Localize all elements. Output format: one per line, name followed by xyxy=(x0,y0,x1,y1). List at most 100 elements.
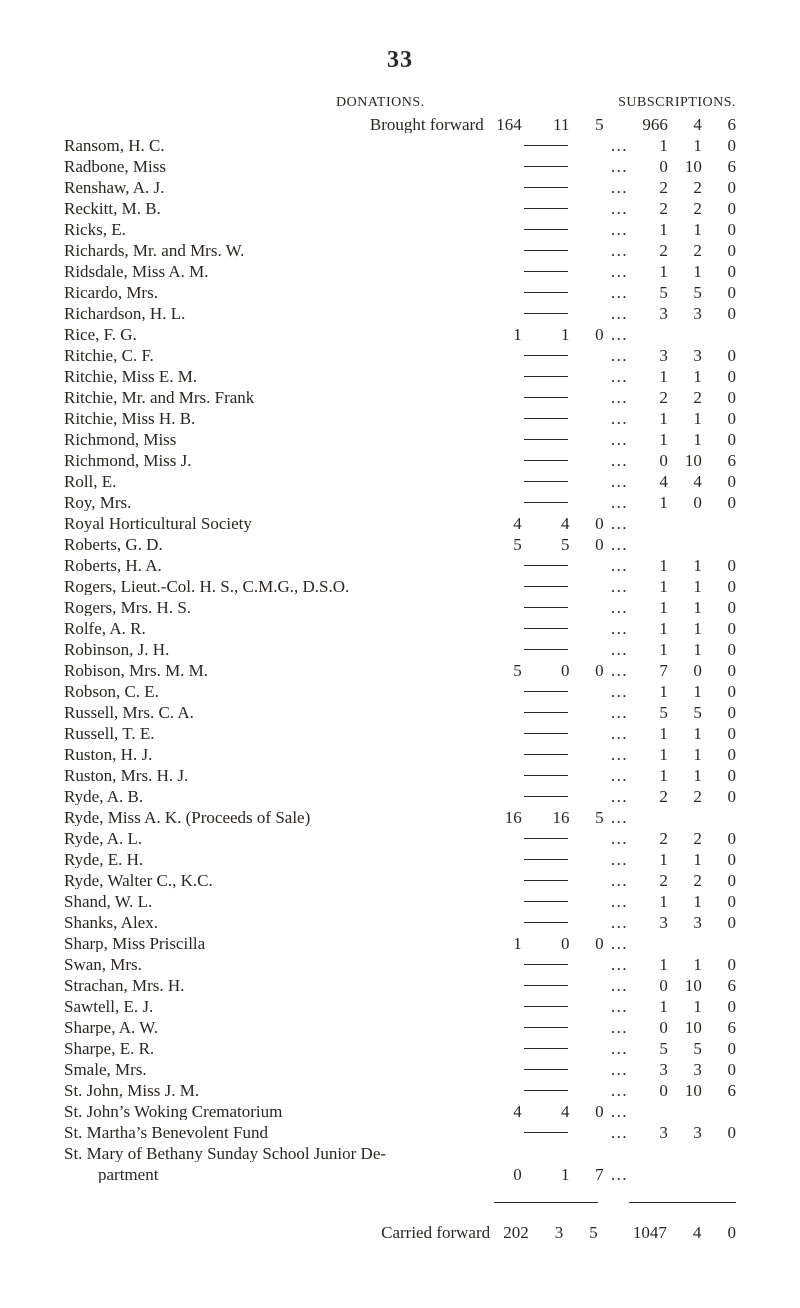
subscription-cell: 0 xyxy=(702,238,736,259)
entry-name: Ryde, Walter C., K.C. xyxy=(64,871,217,889)
em-dash-icon xyxy=(524,166,568,167)
subscription-cell: 0 xyxy=(702,742,736,763)
donation-cell: 0 xyxy=(522,931,570,952)
ledger-row: St. John, Miss J. M.…0106 xyxy=(64,1078,736,1099)
entry-name: Ritchie, Miss E. M. xyxy=(64,367,201,385)
separator-dots: … xyxy=(604,238,634,259)
donation-cell: 7 xyxy=(570,1162,604,1183)
column-headers: DONATIONS. SUBSCRIPTIONS. xyxy=(64,96,736,110)
donation-cell xyxy=(522,889,570,910)
subscription-cell: 2 xyxy=(668,175,702,196)
ledger-row: Roberts, H. A.…110 xyxy=(64,553,736,574)
subscription-cell: 3 xyxy=(634,343,668,364)
donation-cell xyxy=(522,910,570,931)
subscription-cell: 0 xyxy=(702,616,736,637)
subscription-cell: 1 xyxy=(634,574,668,595)
donation-cell xyxy=(570,1078,604,1099)
em-dash-icon xyxy=(524,250,568,251)
donation-cell xyxy=(488,1057,522,1078)
donation-cell xyxy=(522,742,570,763)
entry-name: Reckitt, M. B. xyxy=(64,199,165,217)
brought-forward-label: Brought forward xyxy=(370,115,488,133)
separator-dots: … xyxy=(604,637,634,658)
em-dash-icon xyxy=(524,1006,568,1007)
donation-cell xyxy=(522,574,570,595)
subscription-cell: 1 xyxy=(668,952,702,973)
subscription-cell: 10 xyxy=(668,1078,702,1099)
separator-dots: … xyxy=(604,700,634,721)
subscription-cell: 0 xyxy=(702,1120,736,1141)
separator-dots: … xyxy=(604,280,634,301)
subscription-cell xyxy=(702,805,736,826)
page: 33 DONATIONS. SUBSCRIPTIONS. Brought for… xyxy=(0,0,800,1308)
donation-cell xyxy=(570,910,604,931)
bf-sub-d: 6 xyxy=(702,112,736,133)
donation-cell xyxy=(488,259,522,280)
separator-dots: … xyxy=(604,574,634,595)
donation-cell xyxy=(488,1015,522,1036)
donation-cell xyxy=(522,238,570,259)
entry-name: Ruston, H. J. xyxy=(64,745,156,763)
separator-dots: … xyxy=(604,994,634,1015)
subscription-cell xyxy=(702,322,736,343)
subscription-cell: 1 xyxy=(634,994,668,1015)
em-dash-icon xyxy=(524,376,568,377)
subscription-cell: 1 xyxy=(634,637,668,658)
donation-cell: 0 xyxy=(570,322,604,343)
subscription-cell: 0 xyxy=(702,1057,736,1078)
subscription-cell: 0 xyxy=(702,133,736,154)
subscription-cell: 6 xyxy=(702,1078,736,1099)
ledger-row: St. Martha’s Benevolent Fund…330 xyxy=(64,1120,736,1141)
subscription-cell xyxy=(634,1099,668,1120)
donation-cell: 4 xyxy=(488,511,522,532)
donation-cell xyxy=(522,1057,570,1078)
donation-cell xyxy=(488,784,522,805)
subscription-cell: 0 xyxy=(702,784,736,805)
subscription-cell: 0 xyxy=(702,910,736,931)
donation-cell xyxy=(488,469,522,490)
donation-cell xyxy=(522,952,570,973)
donation-cell: 5 xyxy=(522,532,570,553)
separator-dots: … xyxy=(604,721,634,742)
subscription-cell: 1 xyxy=(668,259,702,280)
donation-cell xyxy=(570,1015,604,1036)
separator-dots: … xyxy=(604,1099,634,1120)
subscription-cell: 10 xyxy=(668,1015,702,1036)
donation-cell xyxy=(570,889,604,910)
subscription-cell: 7 xyxy=(634,658,668,679)
bf-sub-l: 966 xyxy=(634,112,668,133)
entry-name: Rogers, Lieut.-Col. H. S., C.M.G., D.S.O… xyxy=(64,577,353,595)
donation-cell xyxy=(488,343,522,364)
subscription-cell: 0 xyxy=(668,490,702,511)
donation-cell xyxy=(488,385,522,406)
donation-cell xyxy=(570,637,604,658)
separator-dots: … xyxy=(604,889,634,910)
em-dash-icon xyxy=(524,985,568,986)
subscription-cell: 1 xyxy=(634,553,668,574)
em-dash-icon xyxy=(524,1090,568,1091)
ledger-row: Strachan, Mrs. H.…0106 xyxy=(64,973,736,994)
ledger-row: Ritchie, C. F.…330 xyxy=(64,343,736,364)
donation-cell xyxy=(522,469,570,490)
totals-rule: Carried forward 202 3 5 1047 4 0 xyxy=(64,1185,736,1241)
donation-cell xyxy=(570,763,604,784)
subscription-cell: 0 xyxy=(702,196,736,217)
subscription-cell: 6 xyxy=(702,154,736,175)
donation-cell xyxy=(522,637,570,658)
donation-cell: 0 xyxy=(488,1162,522,1183)
separator-dots: … xyxy=(604,406,634,427)
donation-cell xyxy=(488,910,522,931)
ledger-row: Ricks, E.…110 xyxy=(64,217,736,238)
subscription-cell: 0 xyxy=(668,658,702,679)
em-dash-icon xyxy=(524,208,568,209)
subscription-cell: 0 xyxy=(702,595,736,616)
subscription-cell: 2 xyxy=(668,826,702,847)
separator-dots: … xyxy=(604,532,634,553)
em-dash-icon xyxy=(524,292,568,293)
ledger-row: Roll, E.…440 xyxy=(64,469,736,490)
donation-cell: 1 xyxy=(488,931,522,952)
donation-cell xyxy=(570,448,604,469)
subscription-cell xyxy=(668,805,702,826)
separator-dots: … xyxy=(604,490,634,511)
subscription-cell xyxy=(634,322,668,343)
